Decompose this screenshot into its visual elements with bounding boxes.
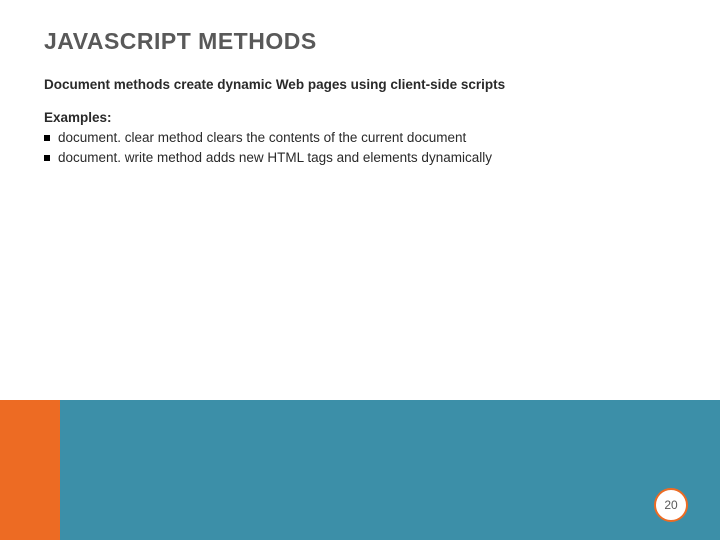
- list-item: document. write method adds new HTML tag…: [44, 149, 676, 167]
- list-item: document. clear method clears the conten…: [44, 129, 676, 147]
- slide-title: JAVASCRIPT METHODS: [44, 28, 676, 55]
- bottom-decoration: [0, 400, 720, 540]
- page-number: 20: [664, 498, 677, 512]
- examples-label: Examples:: [44, 110, 676, 125]
- slide-content: JAVASCRIPT METHODS Document methods crea…: [0, 0, 720, 167]
- intro-text: Document methods create dynamic Web page…: [44, 77, 676, 92]
- bullet-icon: [44, 135, 50, 141]
- teal-accent: [60, 400, 720, 540]
- bullet-text: document. write method adds new HTML tag…: [58, 149, 492, 167]
- orange-accent: [0, 400, 60, 540]
- page-number-badge: 20: [654, 488, 688, 522]
- bullet-text: document. clear method clears the conten…: [58, 129, 466, 147]
- bullet-icon: [44, 155, 50, 161]
